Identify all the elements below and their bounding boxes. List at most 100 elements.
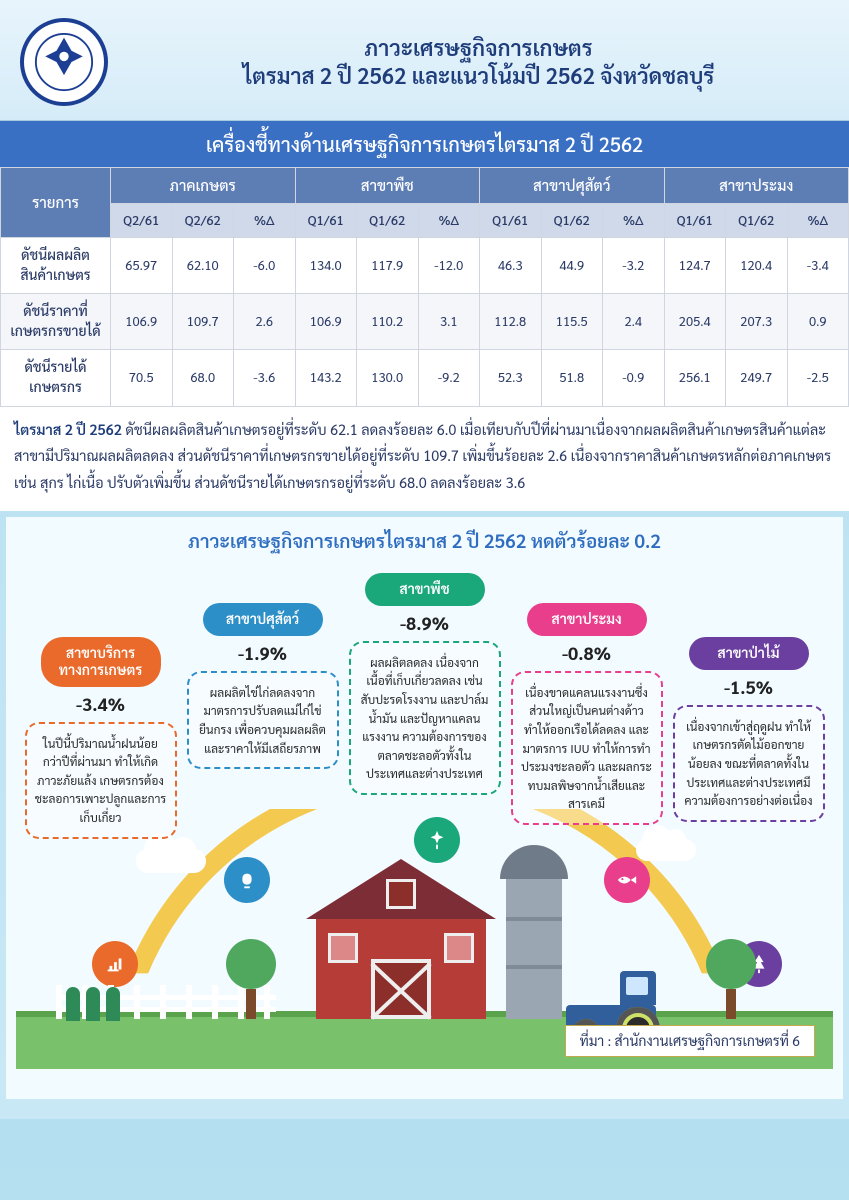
col-group-2: สาขาปศุสัตว์ [480, 168, 665, 204]
col-group-0: ภาคเกษตร [111, 168, 296, 204]
summary-body: ดัชนีผลผลิตสินค้าเกษตรอยู่ที่ระดับ 62.1 … [14, 421, 831, 493]
sector-card: สาขาป่าไม้ -1.5% เนื่องจากเข้าสู่ฤดูฝน ทำใ… [673, 637, 825, 822]
cell: -3.2 [603, 238, 665, 294]
summary-lead: ไตรมาส 2 ปี 2562 [14, 421, 122, 439]
cell: 46.3 [480, 238, 542, 294]
page-title-line2: ไตรมาส 2 ปี 2562 และแนวโน้มปี 2562 จังหว… [128, 62, 829, 90]
silo-shape [506, 869, 562, 1019]
cell: 2.6 [234, 294, 296, 350]
cell: 44.9 [541, 238, 603, 294]
logo-emblem-icon [34, 32, 94, 92]
col-group-1: สาขาพืช [295, 168, 480, 204]
livestock-node-icon [224, 857, 270, 903]
cell: 3.1 [418, 294, 480, 350]
table-row: ดัชนีผลผลิตสินค้าเกษตร65.9762.10-6.0134.… [1, 238, 849, 294]
fishery-node-icon [604, 857, 650, 903]
col-group-3: สาขาประมง [664, 168, 849, 204]
sector-percent: -1.5% [724, 676, 773, 699]
cell: 0.9 [787, 294, 849, 350]
col-sub: %Δ [234, 204, 296, 238]
cell: 52.3 [480, 350, 542, 406]
sector-breakdown-section: ภาวะเศรษฐกิจการเกษตรไตรมาส 2 ปี 2562 หดต… [6, 517, 843, 1099]
sector-cards: สาขาบริการทางการเกษตร-3.4%ในปีนี้ปริมาณน… [16, 573, 833, 839]
col-sub: %Δ [787, 204, 849, 238]
plant-icon [86, 987, 100, 1021]
indicators-heading: เครื่องชี้ทางด้านเศรษฐกิจการเกษตรไตรมาส … [0, 121, 849, 167]
cell: 112.8 [480, 294, 542, 350]
sector-card: สาขาบริการทางการเกษตร-3.4%ในปีนี้ปริมาณน… [25, 637, 177, 839]
tree-icon [706, 939, 756, 1019]
col-sub: Q1/61 [480, 204, 542, 238]
cell: 205.4 [664, 294, 726, 350]
cell: 65.97 [111, 238, 173, 294]
sector-badge: สาขาปศุสัตว์ [203, 603, 323, 636]
cell: 62.10 [172, 238, 234, 294]
row-name: ดัชนีราคาที่เกษตรกรขายได้ [1, 294, 111, 350]
row-name: ดัชนีรายได้เกษตรกร [1, 350, 111, 406]
sector-description: เนื่องจากเข้าสู่ฤดูฝน ทำให้เกษตรกรตัดไม้… [673, 705, 825, 822]
sector-breakdown-title: ภาวะเศรษฐกิจการเกษตรไตรมาส 2 ปี 2562 หดต… [16, 529, 833, 553]
indicators-table-wrap: รายการ ภาคเกษตร สาขาพืช สาขาปศุสัตว์ สาข… [0, 167, 849, 407]
sector-percent: -8.9% [400, 612, 449, 635]
page-header: ภาวะเศรษฐกิจการเกษตร ไตรมาส 2 ปี 2562 แล… [0, 0, 849, 121]
cell: -2.5 [787, 350, 849, 406]
sector-description: ผลผลิตลดลง เนื่องจากเนื้อที่เก็บเกี่ยวลด… [349, 641, 501, 795]
cell: 124.7 [664, 238, 726, 294]
col-header-rows: รายการ [1, 168, 111, 238]
cell: 249.7 [726, 350, 788, 406]
services-node-icon [92, 941, 138, 987]
row-name: ดัชนีผลผลิตสินค้าเกษตร [1, 238, 111, 294]
sector-card: สาขาประมง -0.8% เนื่องขาดแคลนแรงงานซึ่งส่ว… [511, 603, 663, 825]
cell: 117.9 [357, 238, 419, 294]
cell: 70.5 [111, 350, 173, 406]
sector-card: สาขาพืช-8.9%ผลผลิตลดลง เนื่องจากเนื้อที่… [349, 573, 501, 795]
cell: 106.9 [295, 294, 357, 350]
sector-badge: สาขาบริการทางการเกษตร [41, 637, 161, 687]
cell: 51.8 [541, 350, 603, 406]
col-sub: %Δ [603, 204, 665, 238]
cell: 2.4 [603, 294, 665, 350]
cell: 256.1 [664, 350, 726, 406]
col-sub: %Δ [418, 204, 480, 238]
col-sub: Q2/62 [172, 204, 234, 238]
table-row: ดัชนีราคาที่เกษตรกรขายได้106.9109.72.610… [1, 294, 849, 350]
sector-percent: -1.9% [238, 642, 287, 665]
cell: 120.4 [726, 238, 788, 294]
cell: -3.6 [234, 350, 296, 406]
sector-description: ผลผลิตไข่ไก่ลดลงจากมาตรการปรับลดแม่ไก่ไข… [187, 671, 339, 769]
sector-badge: สาขาประมง [527, 603, 647, 636]
cell: -9.2 [418, 350, 480, 406]
sector-description: เนื่องขาดแคลนแรงงานซึ่งส่วนใหญ่เป็นคนต่า… [511, 671, 663, 825]
sector-percent: -0.8% [562, 642, 611, 665]
cell: 68.0 [172, 350, 234, 406]
col-sub: Q1/62 [726, 204, 788, 238]
plant-icon [106, 987, 120, 1021]
cloud-icon [136, 849, 206, 873]
col-sub: Q1/62 [357, 204, 419, 238]
cloud-icon [636, 839, 696, 861]
sector-badge: สาขาป่าไม้ [689, 637, 809, 670]
farm-illustration: ที่มา : สำนักงานเศรษฐกิจการเกษตรที่ 6 [16, 809, 833, 1069]
cell: -12.0 [418, 238, 480, 294]
logo-badge [20, 18, 108, 106]
cell: 109.7 [172, 294, 234, 350]
table-row: ดัชนีรายได้เกษตรกร70.568.0-3.6143.2130.0… [1, 350, 849, 406]
col-sub: Q1/61 [664, 204, 726, 238]
col-sub: Q2/61 [111, 204, 173, 238]
source-label: ที่มา : สำนักงานเศรษฐกิจการเกษตรที่ 6 [565, 1025, 815, 1057]
barn-shape [316, 919, 486, 1019]
col-sub: Q1/62 [541, 204, 603, 238]
summary-paragraph: ไตรมาส 2 ปี 2562 ดัชนีผลผลิตสินค้าเกษตรอ… [0, 407, 849, 511]
cell: 110.2 [357, 294, 419, 350]
tree-icon [226, 939, 276, 1019]
cell: -3.4 [787, 238, 849, 294]
cell: 130.0 [357, 350, 419, 406]
cell: 115.5 [541, 294, 603, 350]
indicators-table: รายการ ภาคเกษตร สาขาพืช สาขาปศุสัตว์ สาข… [0, 167, 849, 407]
cell: -6.0 [234, 238, 296, 294]
cell: -0.9 [603, 350, 665, 406]
sector-card: สาขาปศุสัตว์ -1.9% ผลผลิตไข่ไก่ลดลงจากมาตร… [187, 603, 339, 769]
sector-percent: -3.4% [76, 693, 125, 716]
col-sub: Q1/61 [295, 204, 357, 238]
cell: 134.0 [295, 238, 357, 294]
